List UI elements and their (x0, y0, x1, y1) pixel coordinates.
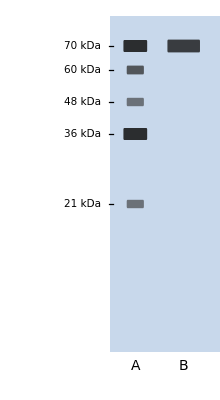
FancyBboxPatch shape (127, 200, 144, 208)
Text: 48 kDa: 48 kDa (64, 97, 101, 107)
Text: A: A (130, 359, 140, 373)
Text: 70 kDa: 70 kDa (64, 41, 101, 51)
Text: 21 kDa: 21 kDa (64, 199, 101, 209)
FancyBboxPatch shape (123, 128, 147, 140)
FancyBboxPatch shape (123, 40, 147, 52)
Text: 36 kDa: 36 kDa (64, 129, 101, 139)
Text: B: B (179, 359, 189, 373)
Text: 60 kDa: 60 kDa (64, 65, 101, 75)
FancyBboxPatch shape (167, 40, 200, 52)
FancyBboxPatch shape (127, 66, 144, 74)
FancyBboxPatch shape (127, 98, 144, 106)
Bar (110, 16, 220, 352)
